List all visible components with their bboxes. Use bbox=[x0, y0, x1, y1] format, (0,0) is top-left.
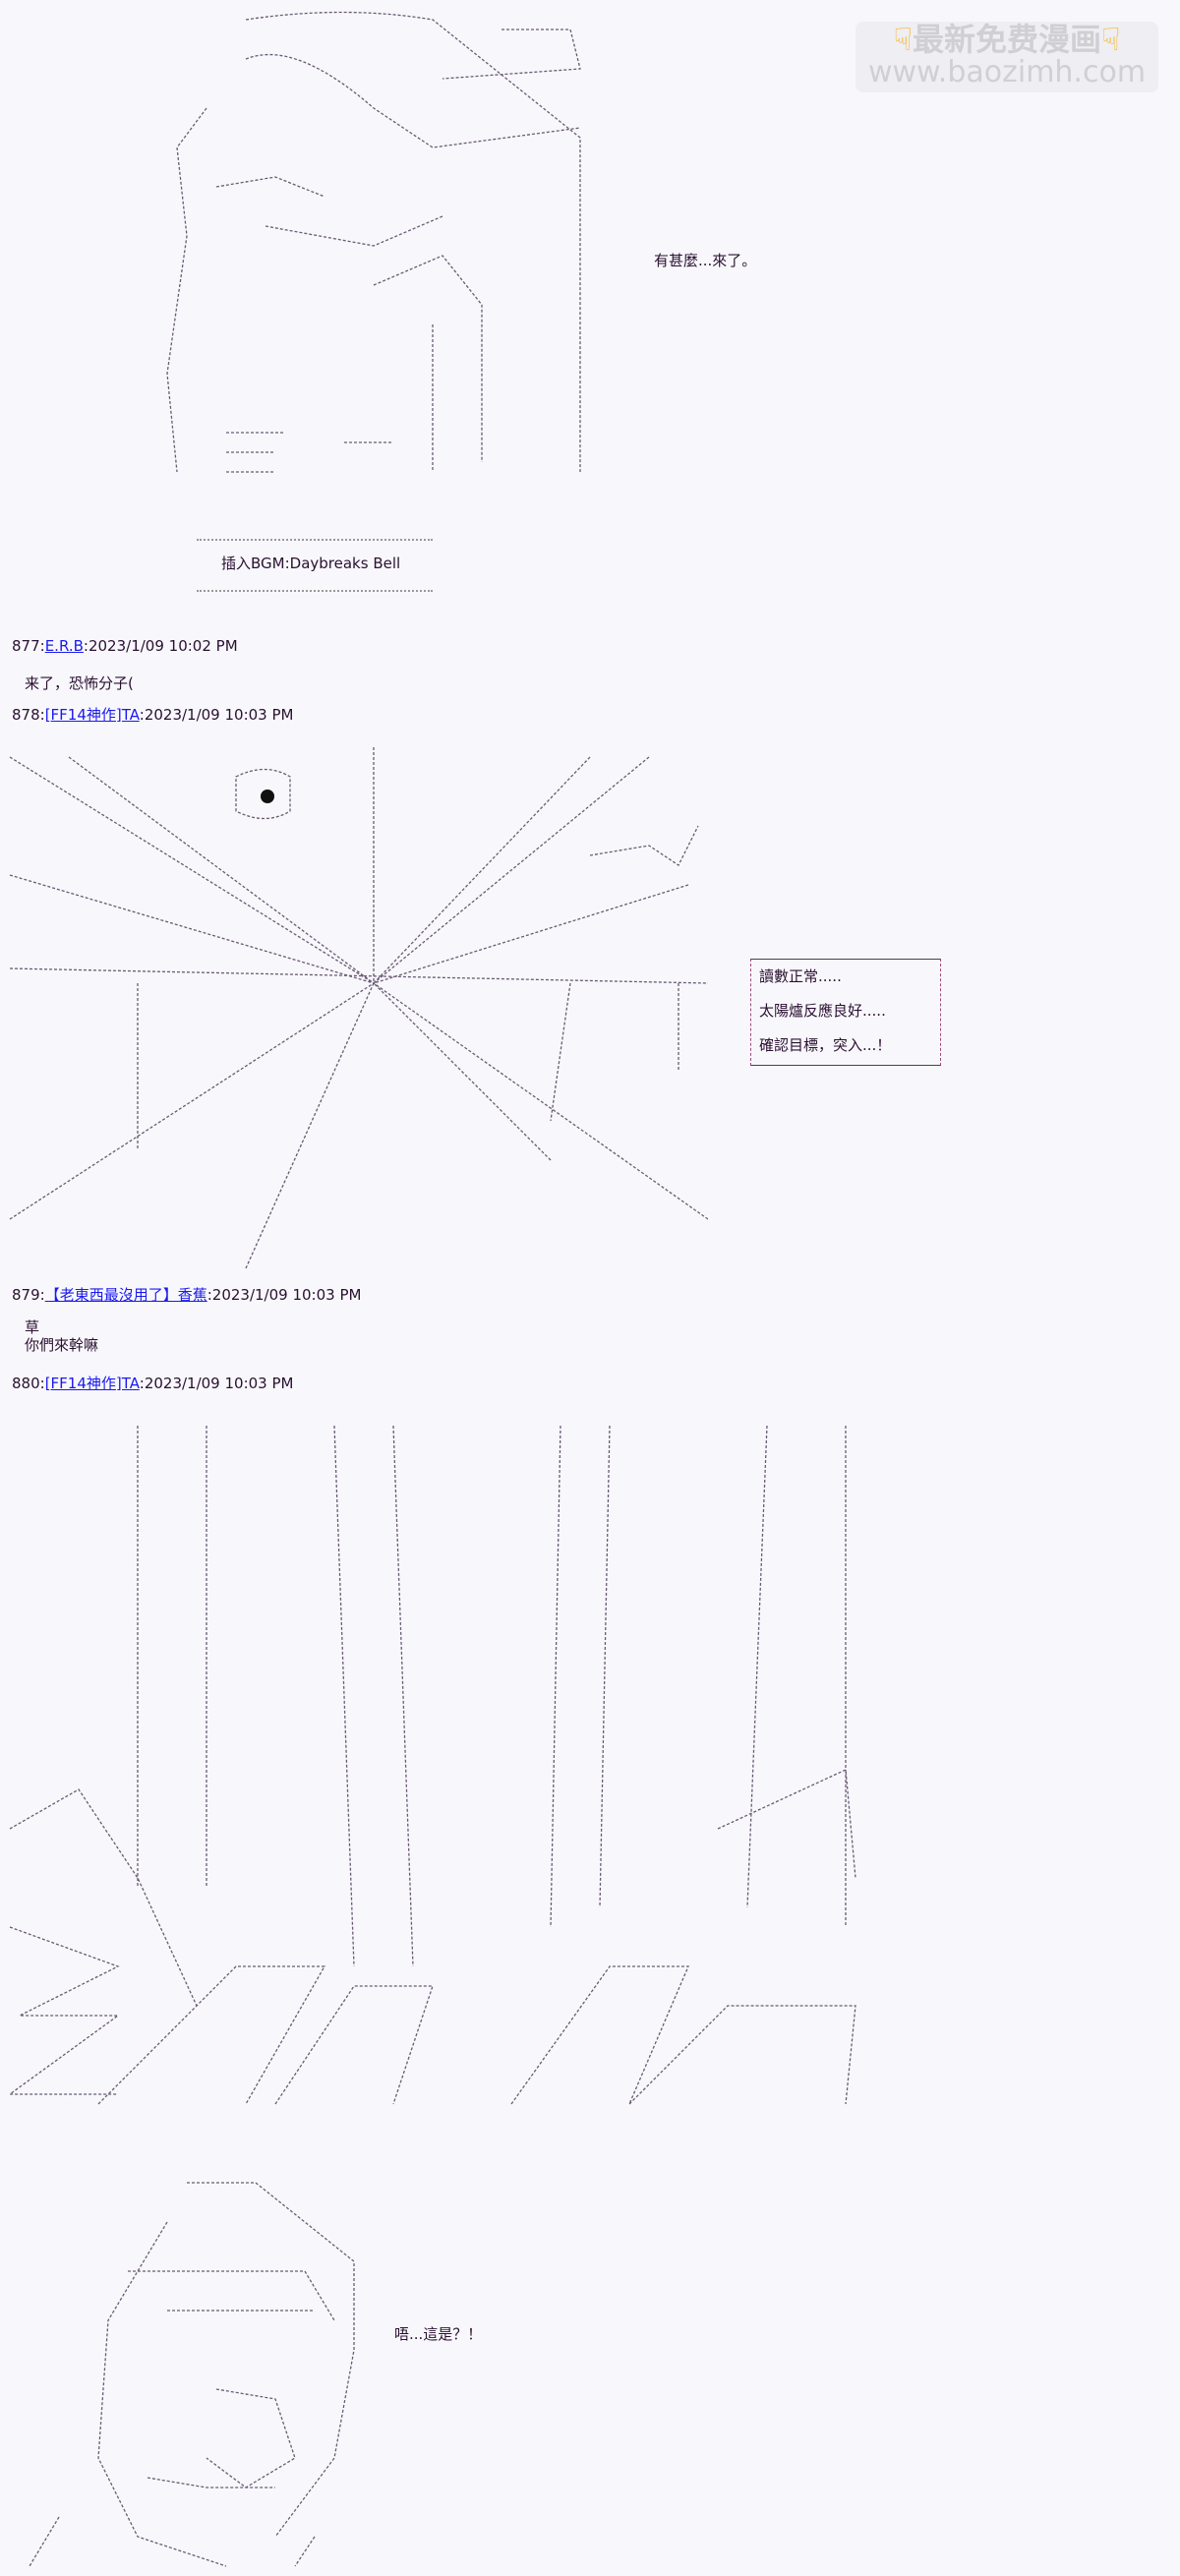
post-author-link[interactable]: [FF14神作]TA bbox=[44, 706, 140, 724]
post-number: 879 bbox=[12, 1286, 40, 1304]
ascii-art-character-1 bbox=[166, 11, 581, 473]
watermark-url: www.baozimh.com bbox=[867, 55, 1147, 89]
status-box: 讀數正常..... 太陽爐反應良好..... 確認目標，突入...！ bbox=[750, 959, 941, 1066]
ascii-art-character-4 bbox=[29, 2182, 355, 2567]
post-timestamp: 2023/1/09 10:03 PM bbox=[144, 1375, 294, 1392]
post-timestamp: 2023/1/09 10:03 PM bbox=[144, 706, 294, 724]
post-header-878: 878:[FF14神作]TA:2023/1/09 10:03 PM bbox=[12, 706, 294, 724]
post-body-line: 你們來幹嘛 bbox=[25, 1336, 99, 1354]
post-timestamp: 2023/1/09 10:03 PM bbox=[211, 1286, 362, 1304]
art1-speech: 有甚麼...來了。 bbox=[654, 252, 757, 269]
post-author-link[interactable]: [FF14神作]TA bbox=[44, 1375, 140, 1392]
watermark-title: 最新免费漫画 bbox=[912, 21, 1101, 58]
post-header-879: 879:【老東西最沒用了】香蕉:2023/1/09 10:03 PM bbox=[12, 1286, 362, 1304]
bgm-text: 插入BGM:Daybreaks Bell bbox=[221, 555, 401, 572]
post-header-877: 877:E.R.B:2023/1/09 10:02 PM bbox=[12, 637, 238, 655]
art4-speech: 唔...這是？！ bbox=[394, 2325, 483, 2343]
status-line: 確認目標，突入...！ bbox=[759, 1036, 892, 1054]
post-number: 877 bbox=[12, 637, 40, 655]
post-author-link[interactable]: E.R.B bbox=[44, 637, 84, 655]
status-line: 讀數正常..... bbox=[759, 967, 842, 985]
post-author-link[interactable]: 【老東西最沒用了】香蕉 bbox=[44, 1286, 207, 1304]
post-body-877: 来了，恐怖分子( bbox=[25, 674, 134, 692]
ascii-art-pillars bbox=[8, 1425, 856, 2105]
pointing-down-hand-icon: ☟ bbox=[893, 21, 913, 58]
bgm-box bbox=[197, 539, 433, 592]
post-number: 880 bbox=[12, 1375, 40, 1392]
post-header-880: 880:[FF14神作]TA:2023/1/09 10:03 PM bbox=[12, 1375, 294, 1392]
post-number: 878 bbox=[12, 706, 40, 724]
status-line: 太陽爐反應良好..... bbox=[759, 1002, 886, 1020]
watermark: ☟最新免费漫画☟ www.baozimh.com bbox=[856, 22, 1158, 92]
post-timestamp: 2023/1/09 10:02 PM bbox=[88, 637, 238, 655]
post-body-line: 草 bbox=[25, 1318, 40, 1336]
pointing-down-hand-icon: ☟ bbox=[1101, 21, 1121, 58]
post-body-879: 草 你們來幹嘛 bbox=[25, 1318, 98, 1354]
ascii-art-burst bbox=[9, 747, 708, 1269]
